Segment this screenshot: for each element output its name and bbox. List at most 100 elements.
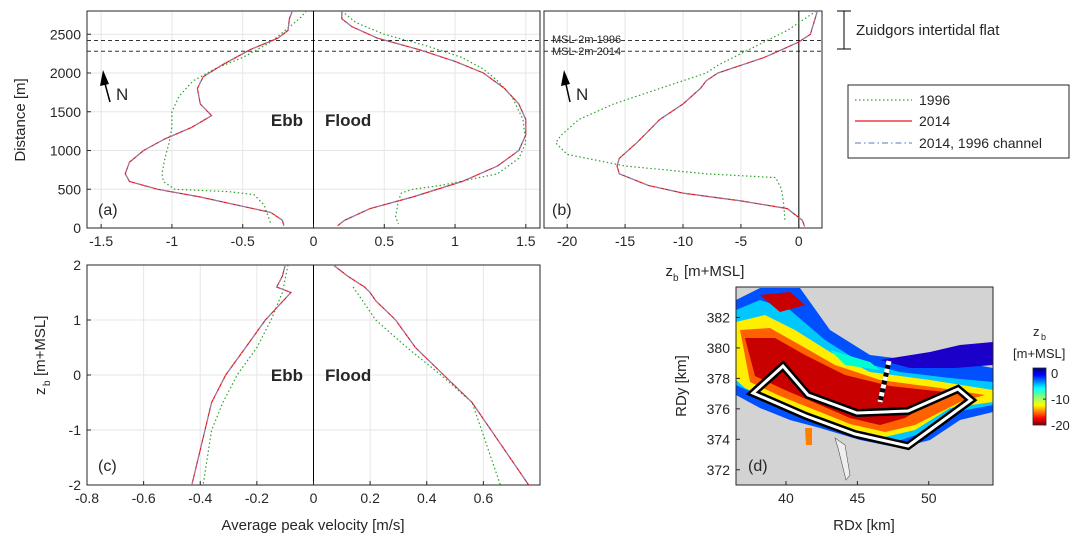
panel-a: -1.5 -1 -0.5 0 0.5 1 1.5 0 500 1000 1500 2000 2500 D… bbox=[12, 10, 541, 249]
series-1996-ebb-line bbox=[202, 264, 289, 486]
series-2014-1996-channel-line bbox=[616, 10, 818, 227]
panel-a-north-arrow: N bbox=[100, 70, 128, 104]
panel-a-flood-label: Flood bbox=[325, 111, 371, 130]
y-tick-label: 380 bbox=[707, 340, 731, 356]
transect-line-dashes bbox=[877, 360, 892, 403]
x-tick-label: 40 bbox=[778, 490, 794, 506]
panel-a-ylabel: Distance [m] bbox=[12, 78, 29, 161]
svg-text:z: z bbox=[666, 263, 674, 280]
y-tick-label: -1 bbox=[69, 422, 82, 438]
svg-text:z: z bbox=[1033, 324, 1040, 339]
series-2014-line bbox=[616, 10, 818, 227]
colorbar: z b [m+MSL] 0 -10 -20 bbox=[1013, 324, 1070, 433]
colorbar-ticks: 0 -10 -20 bbox=[1043, 366, 1070, 433]
colorbar-gradient bbox=[1032, 367, 1047, 426]
panel-d-ylabel: RDy [km] bbox=[673, 355, 690, 417]
panel-c-xlabel: Average peak velocity [m/s] bbox=[221, 517, 404, 534]
panel-c-ylabel: z b [m+MSL] bbox=[32, 316, 53, 395]
y-tick-label: 0 bbox=[73, 220, 81, 236]
y-tick-label: 1500 bbox=[50, 104, 81, 120]
y-tick-label: 1000 bbox=[50, 143, 81, 159]
panel-c-ticks: -0.8 -0.6 -0.4 -0.2 0 0.2 0.4 0.6 -2 -1 0 1 2 bbox=[69, 257, 494, 506]
y-tick-label: 2 bbox=[73, 257, 81, 273]
legend-label-2014: 2014 bbox=[919, 113, 950, 129]
y-tick-label: 500 bbox=[58, 181, 82, 197]
colorbar-unit: [m+MSL] bbox=[1013, 346, 1065, 361]
panel-d-xlabel: RDx [km] bbox=[833, 517, 895, 534]
panel-c: -0.8 -0.6 -0.4 -0.2 0 0.2 0.4 0.6 -2 -1 0 1 2 z b [m… bbox=[32, 257, 541, 534]
x-tick-label: 50 bbox=[921, 490, 937, 506]
panel-d-ticks: 40 45 50 372 374 376 378 380 382 bbox=[707, 309, 937, 506]
series-1996-flood-line bbox=[352, 286, 501, 486]
x-tick-label: 0 bbox=[310, 490, 318, 506]
panel-c-series bbox=[191, 264, 530, 486]
legend-label-2014-1996-channel: 2014, 1996 channel bbox=[919, 135, 1042, 151]
panel-b-ticks: -20 -15 -10 -5 0 bbox=[557, 224, 803, 249]
panel-b-label: (b) bbox=[552, 202, 572, 219]
y-tick-label: 1 bbox=[73, 312, 81, 328]
panel-c-ebb-label: Ebb bbox=[271, 366, 303, 385]
series-2014-ebb-line bbox=[124, 10, 293, 226]
channel-polygon-inner bbox=[750, 363, 974, 448]
y-tick-label: 376 bbox=[707, 401, 731, 417]
x-tick-label: -20 bbox=[557, 233, 577, 249]
panel-c-flood-label: Flood bbox=[325, 366, 371, 385]
panel-a-ebb-label: Ebb bbox=[271, 111, 303, 130]
zuidgors-label: Zuidgors intertidal flat bbox=[856, 22, 1000, 39]
panel-b-xlabel: z b [m+MSL] bbox=[666, 263, 745, 284]
x-tick-label: 45 bbox=[850, 490, 866, 506]
panel-d-frame bbox=[735, 286, 994, 486]
x-tick-label: -0.5 bbox=[231, 233, 255, 249]
x-tick-label: -0.4 bbox=[188, 490, 212, 506]
colorbar-tick-label: -10 bbox=[1051, 392, 1070, 407]
y-tick-label: 372 bbox=[707, 462, 731, 478]
y-tick-label: 0 bbox=[73, 367, 81, 383]
colorbar-tick-label: -20 bbox=[1051, 418, 1070, 433]
panel-b-series bbox=[544, 10, 822, 228]
x-tick-label: -15 bbox=[615, 233, 635, 249]
series-2014-1996-channel-ebb-line bbox=[191, 264, 292, 486]
panel-a-label: (a) bbox=[98, 202, 118, 219]
zuidgors-bracket: Zuidgors intertidal flat bbox=[837, 10, 1000, 50]
svg-text:[m+MSL]: [m+MSL] bbox=[684, 263, 744, 280]
x-tick-label: 0.6 bbox=[474, 490, 494, 506]
x-tick-label: 0.2 bbox=[360, 490, 380, 506]
x-tick-label: -5 bbox=[735, 233, 748, 249]
legend: 1996 2014 2014, 1996 channel bbox=[847, 84, 1070, 159]
colorbar-title: z b bbox=[1033, 324, 1046, 342]
x-tick-label: -0.6 bbox=[132, 490, 156, 506]
y-tick-label: 374 bbox=[707, 431, 731, 447]
x-tick-label: 0 bbox=[795, 233, 803, 249]
y-tick-label: 382 bbox=[707, 309, 731, 325]
svg-text:z: z bbox=[32, 388, 49, 396]
msl-2014-label: MSL-2m 2014 bbox=[552, 46, 621, 58]
panel-d: 40 45 50 372 374 376 378 380 382 (d) RDx [km] RD… bbox=[673, 286, 1070, 534]
x-tick-label: -10 bbox=[673, 233, 693, 249]
x-tick-label: -1 bbox=[166, 233, 179, 249]
panel-d-label: (d) bbox=[748, 458, 768, 475]
svg-text:[m+MSL]: [m+MSL] bbox=[32, 316, 49, 376]
y-tick-label: 378 bbox=[707, 370, 731, 386]
panel-b-north-arrow: N bbox=[561, 70, 588, 104]
colorbar-tick-label: 0 bbox=[1051, 366, 1058, 381]
panel-a-series bbox=[87, 10, 540, 228]
north-label-b: N bbox=[576, 85, 588, 104]
svg-text:b: b bbox=[42, 380, 53, 386]
svg-text:b: b bbox=[673, 273, 679, 284]
series-1996-ebb-line bbox=[161, 10, 307, 225]
x-tick-label: -0.8 bbox=[75, 490, 99, 506]
y-tick-label: 2500 bbox=[50, 26, 81, 42]
y-tick-label: -2 bbox=[69, 477, 82, 493]
panel-c-label: (c) bbox=[98, 458, 117, 475]
north-label-a: N bbox=[116, 85, 128, 104]
x-tick-label: 0.4 bbox=[417, 490, 437, 506]
x-tick-label: 0 bbox=[310, 233, 318, 249]
x-tick-label: -1.5 bbox=[89, 233, 113, 249]
svg-text:b: b bbox=[1041, 332, 1046, 342]
x-tick-label: 0.5 bbox=[375, 233, 395, 249]
x-tick-label: 1 bbox=[451, 233, 459, 249]
legend-label-1996: 1996 bbox=[919, 92, 950, 108]
x-tick-label: 1.5 bbox=[516, 233, 536, 249]
msl-1996-label: MSL-2m 1996 bbox=[552, 34, 621, 46]
